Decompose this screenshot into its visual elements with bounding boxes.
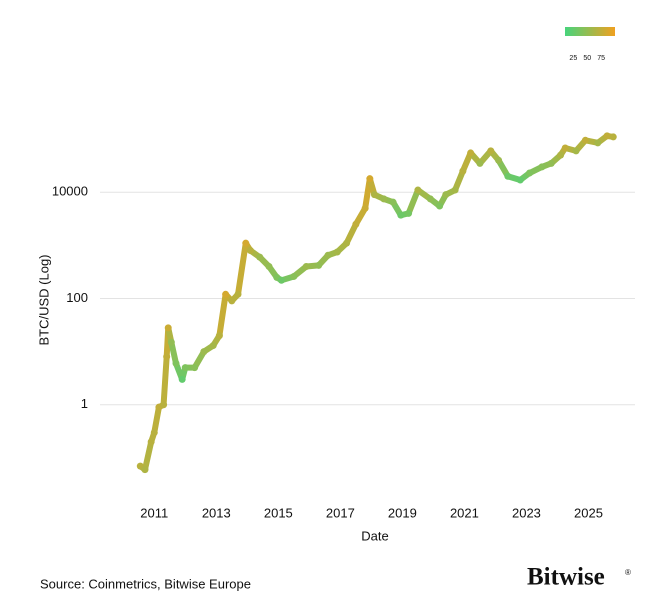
point: [467, 149, 475, 157]
point: [557, 151, 565, 159]
point: [572, 147, 580, 155]
point: [147, 438, 155, 446]
point: [228, 297, 236, 305]
colorbar: [565, 27, 615, 36]
point: [397, 211, 405, 219]
point: [290, 272, 298, 280]
brand-mark: ®: [625, 568, 631, 577]
point: [150, 429, 158, 437]
point: [215, 332, 223, 340]
point: [222, 290, 230, 298]
segment: [151, 404, 162, 436]
point: [343, 239, 351, 247]
segment: [168, 339, 179, 367]
x-tick-label: 2011: [140, 505, 168, 520]
point: [366, 175, 374, 183]
x-tick-label: 2013: [202, 505, 231, 520]
point: [172, 359, 180, 367]
point: [516, 176, 524, 184]
colorbar-tick-label: 75: [597, 55, 605, 62]
point: [487, 147, 495, 155]
segment: [405, 187, 421, 217]
segment: [141, 438, 155, 473]
point: [242, 239, 250, 247]
point: [414, 186, 422, 194]
y-axis-label: BTC/USD (Log): [36, 254, 51, 345]
brand: Bitwise: [527, 564, 605, 591]
point: [459, 167, 467, 175]
point: [389, 198, 397, 206]
segment: [160, 353, 170, 408]
point: [141, 466, 149, 474]
point: [277, 276, 285, 284]
point: [302, 263, 310, 271]
source: Source: Coinmetrics, Bitwise Europe: [40, 576, 251, 591]
point: [609, 133, 617, 141]
point: [352, 220, 360, 228]
y-tick-label: 10000: [52, 184, 88, 199]
x-tick-label: 2023: [512, 505, 541, 520]
y-tick-label: 100: [66, 290, 88, 305]
point: [160, 401, 168, 409]
point: [324, 251, 332, 259]
point: [603, 132, 611, 140]
point: [581, 136, 589, 144]
point: [361, 204, 369, 212]
x-tick-label: 2021: [450, 505, 479, 520]
point: [547, 159, 555, 167]
point: [405, 209, 413, 217]
point: [451, 186, 459, 194]
point: [200, 348, 208, 356]
point: [265, 263, 273, 271]
point: [442, 191, 450, 199]
segment: [235, 240, 249, 298]
point: [594, 139, 602, 147]
colorbar-tick-label: 25: [569, 55, 577, 62]
point: [234, 290, 242, 298]
x-tick-label: 2017: [326, 505, 355, 520]
point: [191, 364, 199, 372]
y-tick-label: 1: [81, 396, 88, 411]
point: [476, 159, 484, 167]
point: [526, 169, 534, 177]
point: [256, 253, 264, 261]
x-tick-label: 2025: [574, 505, 603, 520]
point: [178, 375, 186, 383]
colorbar-tick-label: 50: [583, 55, 591, 62]
point: [370, 191, 378, 199]
point: [209, 342, 217, 350]
point: [426, 195, 434, 203]
point: [163, 353, 171, 361]
x-tick-label: 2019: [388, 505, 417, 520]
point: [167, 338, 175, 346]
x-tick-label: 2015: [264, 505, 293, 520]
point: [436, 202, 444, 210]
point: [315, 261, 323, 269]
point: [538, 163, 546, 171]
x-axis-label: Date: [361, 528, 388, 543]
point: [333, 248, 341, 256]
point: [495, 156, 503, 164]
point: [561, 144, 569, 152]
segment: [216, 291, 229, 339]
point: [380, 195, 388, 203]
point: [246, 247, 254, 255]
segment: [343, 221, 359, 247]
point: [181, 364, 189, 372]
point: [504, 172, 512, 180]
point: [164, 324, 172, 332]
